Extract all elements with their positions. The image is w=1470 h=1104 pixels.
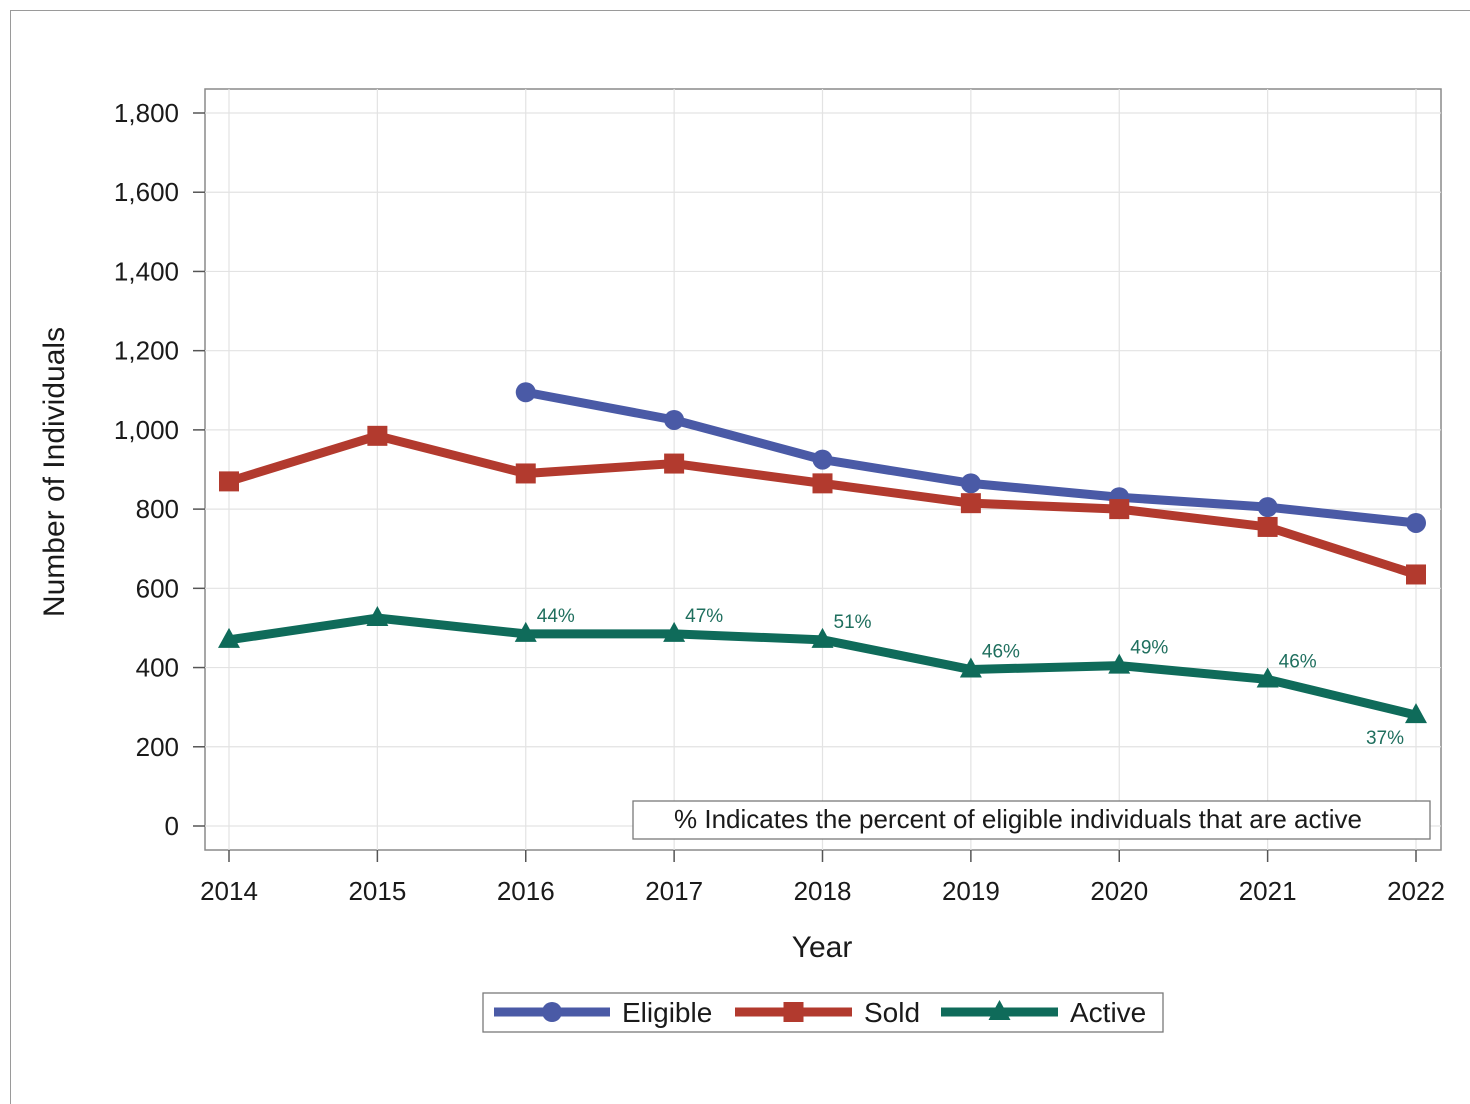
sold-point — [219, 471, 239, 492]
y-tick-label: 1,800 — [114, 98, 179, 128]
legend-sold-marker — [783, 1002, 804, 1022]
y-tick-label: 600 — [136, 573, 179, 603]
x-tick-label: 2016 — [497, 876, 555, 906]
legend-sold-label: Sold — [864, 997, 920, 1028]
eligible-point — [960, 473, 981, 494]
y-axis-title: Number of Individuals — [38, 327, 71, 617]
active-point — [1108, 653, 1131, 674]
legend: Eligible Sold Active — [482, 992, 1164, 1033]
data-label: 46% — [982, 642, 1020, 663]
active-point — [959, 657, 982, 678]
note-box: % Indicates the percent of eligible indi… — [632, 800, 1431, 840]
y-tick-label: 1,400 — [114, 256, 179, 286]
note-text: % Indicates the percent of eligible indi… — [674, 804, 1362, 834]
legend-eligible-marker — [542, 1002, 562, 1022]
y-tick-label: 800 — [136, 494, 179, 524]
x-tick-label: 2018 — [794, 876, 852, 906]
data-label: 51% — [834, 612, 872, 633]
sold-point — [1257, 516, 1278, 537]
sold-point — [664, 453, 685, 474]
active-point — [514, 621, 537, 642]
sold-point — [515, 463, 536, 484]
sold-point — [1406, 564, 1426, 585]
sold-point — [1109, 499, 1130, 520]
x-tick-label: 2021 — [1239, 876, 1297, 906]
eligible-point — [812, 449, 833, 470]
sold-point — [812, 473, 833, 494]
x-axis-title: Year — [792, 931, 853, 964]
data-label: 47% — [685, 606, 723, 627]
eligible-point — [1257, 497, 1278, 518]
active-point — [1405, 703, 1427, 724]
y-tick-label: 200 — [136, 732, 179, 762]
active-point — [663, 621, 686, 642]
eligible-point — [1406, 512, 1426, 533]
data-label: 37% — [1366, 728, 1404, 749]
active-point — [218, 627, 240, 648]
active-point — [1256, 667, 1279, 688]
x-tick-label: 2020 — [1090, 876, 1148, 906]
y-tick-label: 1,600 — [114, 177, 179, 207]
data-label: 44% — [537, 606, 575, 627]
sold-point — [367, 425, 388, 446]
active-point — [366, 606, 389, 627]
x-tick-label: 2015 — [348, 876, 406, 906]
eligible-point — [664, 409, 685, 430]
active-point — [811, 627, 834, 648]
x-tick-label: 2022 — [1387, 876, 1445, 906]
chart-frame — [10, 10, 1470, 1104]
legend-eligible-label: Eligible — [622, 997, 712, 1028]
data-label: 46% — [1279, 651, 1317, 672]
y-tick-label: 1,200 — [114, 336, 179, 366]
sold-point — [960, 493, 981, 514]
x-tick-label: 2017 — [645, 876, 703, 906]
eligible-point — [515, 382, 536, 403]
y-tick-label: 400 — [136, 653, 179, 683]
y-tick-label: 1,000 — [114, 415, 179, 445]
data-label: 49% — [1130, 638, 1168, 659]
y-tick-label: 0 — [165, 811, 179, 841]
x-tick-label: 2019 — [942, 876, 1000, 906]
legend-active-marker — [988, 1000, 1011, 1020]
x-tick-label: 2014 — [200, 876, 258, 906]
legend-active-label: Active — [1070, 997, 1146, 1028]
